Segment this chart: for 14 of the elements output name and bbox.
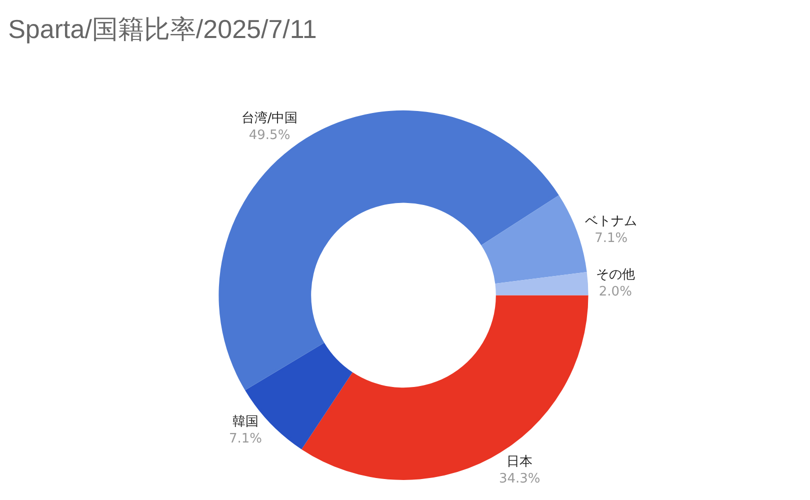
slice-label: 日本 (506, 454, 533, 470)
slice-label: 韓国 (232, 414, 258, 430)
slice-label: ベトナム (585, 214, 638, 230)
chart-title: Sparta/国籍比率/2025/7/11 (8, 14, 317, 44)
data-label: 49.5% (248, 128, 290, 143)
donut-slice (495, 272, 588, 296)
donut-slice (218, 110, 559, 390)
data-label: 2.0% (598, 284, 632, 300)
slice-label: 台湾/中国 (241, 110, 298, 126)
slice-label: その他 (596, 268, 635, 283)
donut-slice (481, 195, 587, 284)
data-label: 7.1% (228, 432, 262, 447)
data-label: 34.3% (498, 471, 540, 486)
data-label: 7.1% (594, 231, 628, 246)
